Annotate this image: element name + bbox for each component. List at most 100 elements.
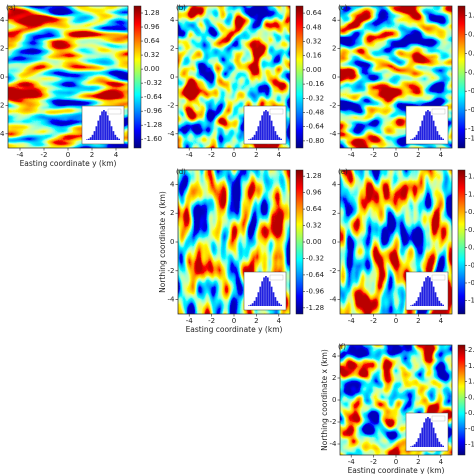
inset-histogram-bar <box>272 126 275 140</box>
colorbar <box>295 169 304 315</box>
inset-histogram-bar <box>415 441 418 447</box>
inset-histogram-bar <box>112 131 115 140</box>
inset-histogram-bar <box>249 138 252 140</box>
inset-histogram-bar <box>410 139 412 140</box>
y-tick-label: 0 <box>332 238 336 246</box>
colorbar-tick-label: -1.2 <box>468 441 474 449</box>
panel-label: (a) <box>6 4 16 12</box>
x-tick-label: 4 <box>277 151 282 159</box>
colorbar-tick-label: -0.32 <box>306 254 324 262</box>
colorbar-tick-label: 0.64 <box>306 205 322 213</box>
colorbar-tick-label: 0.4 <box>468 49 474 57</box>
colorbar <box>457 169 466 315</box>
colorbar-tick-label: 2.4 <box>468 346 474 354</box>
inset-histogram-bar <box>259 120 262 140</box>
inset-histogram-bar <box>442 445 444 447</box>
x-tick-label: 2 <box>416 458 420 466</box>
y-tick-label: 4 <box>332 16 337 24</box>
x-tick-label: -4 <box>348 317 356 325</box>
x-tick-label: 4 <box>439 317 444 325</box>
panel: (e) -4 -2 0 2 4 4 2 0 -2 -4 1.6 1.2 0.8 0.4 0.0 -0.4 -0.8… <box>330 168 474 325</box>
inset-histogram-bar <box>417 297 420 306</box>
inset-histogram-bar <box>268 281 271 306</box>
colorbar-tick-label: 0.32 <box>306 38 322 46</box>
colorbar-tick-label: -0.32 <box>144 79 162 87</box>
inset-histogram-bar <box>411 304 414 306</box>
colorbar-tick-label: 0.00 <box>144 65 160 73</box>
inset-histogram-bar <box>270 120 273 140</box>
colorbar-tick-label: 0.48 <box>306 23 322 31</box>
y-tick-label: 0 <box>170 238 174 246</box>
colorbar-tick-label: 0.32 <box>306 222 322 230</box>
x-tick-label: -2 <box>41 151 48 159</box>
x-axis-label: Easting coordinate y (km) <box>348 466 445 474</box>
colorbar <box>457 5 466 149</box>
x-tick-label: 2 <box>90 151 94 159</box>
y-tick-label: -4 <box>168 296 176 304</box>
inset-histogram-bar <box>274 297 277 306</box>
colorbar-tick-label: 1.2 <box>468 190 474 198</box>
y-tick-label: 4 <box>332 352 337 360</box>
colorbar-tick-label: 0.64 <box>144 37 160 45</box>
inset-histogram-bar <box>255 297 258 306</box>
y-axis-label: Northing coordinate x (km) <box>320 349 329 451</box>
x-tick-label: 4 <box>114 151 119 159</box>
inset-histogram-bar <box>419 126 422 140</box>
x-tick-label: 0 <box>232 317 236 325</box>
inset-histogram-bar <box>419 292 422 306</box>
y-tick-label: 0 <box>332 396 336 404</box>
y-tick-label: 2 <box>332 45 336 53</box>
inset-histogram-bar <box>410 305 412 306</box>
colorbar-tick-label: -0.8 <box>468 279 474 287</box>
colorbar-tick-label: 0.8 <box>468 30 474 38</box>
colorbar-tick-label: -0.4 <box>468 87 474 95</box>
y-tick-label: 0 <box>332 73 336 81</box>
colorbar-tick-label: 0.6 <box>468 393 474 401</box>
y-tick-label: -4 <box>330 296 338 304</box>
y-tick-label: 2 <box>170 45 174 53</box>
inset-histogram-bar <box>118 138 120 140</box>
y-tick-label: -2 <box>168 267 175 275</box>
y-tick-label: 4 <box>0 16 5 24</box>
x-tick-label: 2 <box>416 151 420 159</box>
inset-histogram-bar <box>276 300 279 306</box>
inset-histogram-bar <box>249 304 252 306</box>
inset-histogram-bar <box>417 131 420 140</box>
inset-histogram-bar <box>438 134 441 140</box>
inset-histogram-bar <box>105 111 107 140</box>
panel-label: (c) <box>338 4 348 12</box>
inset-histogram-bar <box>429 418 431 447</box>
x-tick-label: 2 <box>416 317 420 325</box>
x-tick-label: 0 <box>66 151 70 159</box>
colorbar <box>133 5 142 149</box>
inset-histogram-bar <box>93 131 96 140</box>
inset-histogram-bar <box>442 138 444 140</box>
inset-histogram-bar <box>263 111 265 140</box>
inset-histogram-bar <box>272 292 275 306</box>
inset-histogram-bar <box>425 277 427 306</box>
colorbar-tick-label: 0.96 <box>306 189 322 197</box>
inset-histogram-bar <box>108 120 111 140</box>
inset-histogram-bar <box>413 137 416 140</box>
inset-histogram-bar <box>440 444 443 447</box>
inset-histogram-bar <box>423 422 425 447</box>
inset-histogram-bar <box>89 137 92 140</box>
inset-histogram-bar <box>253 300 256 306</box>
inset-histogram-bar <box>251 137 254 140</box>
inset-histogram-bar <box>110 126 113 140</box>
inset-histogram-bar <box>257 292 260 306</box>
panel: (c) -4 -2 0 2 4 4 2 0 -2 -4 1.2 0.8 0.4 0.0 -0.4 -0.8 -1.… <box>330 4 474 159</box>
colorbar-tick-label: 1.8 <box>468 362 474 370</box>
inset-histogram-bar <box>267 111 269 140</box>
inset-histogram-bar <box>438 300 441 306</box>
x-tick-label: -2 <box>208 317 215 325</box>
inset-histogram-bar <box>432 120 435 140</box>
colorbar-tick-label: -0.6 <box>468 425 474 433</box>
inset-histogram-bar <box>430 115 433 140</box>
inset-histogram-bar <box>432 286 435 306</box>
colorbar-tick-label: -1.28 <box>306 304 324 312</box>
y-tick-label: -4 <box>168 130 176 138</box>
colorbar-tick-label: -1.28 <box>144 121 162 129</box>
